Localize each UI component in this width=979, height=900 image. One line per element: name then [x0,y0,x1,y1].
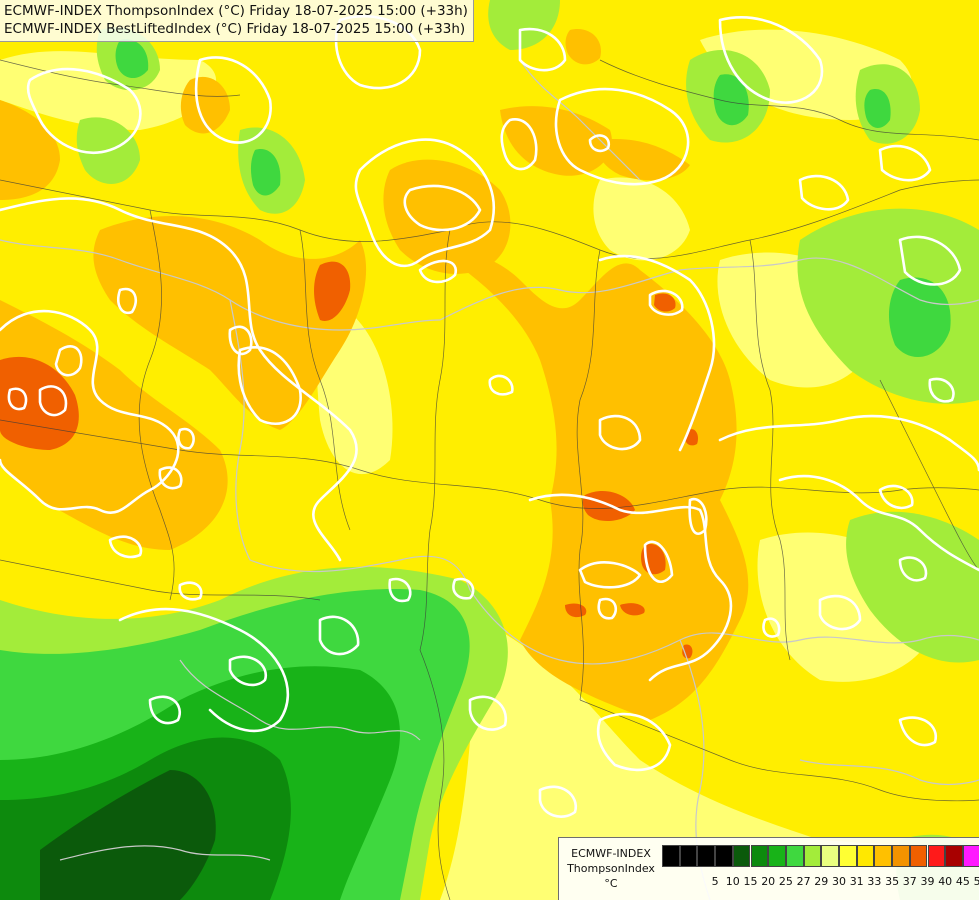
legend-swatch [821,845,839,867]
legend-tick-label: 29 [814,875,829,888]
legend-swatch [715,845,733,867]
legend-tick-label: 27 [796,875,811,888]
legend-swatch [962,845,979,867]
legend-tick-label: 39 [920,875,935,888]
legend-tick-label: 10 [725,875,740,888]
legend-tick-label: 33 [867,875,882,888]
legend-tick-label: 15 [743,875,758,888]
legend-tick-label: 5 [711,875,719,888]
legend-swatch [785,845,804,867]
legend-parameter: ThompsonIndex [567,862,655,875]
legend-swatch [750,845,769,867]
legend-swatch [909,845,928,867]
legend-title: ECMWF-INDEX ThompsonIndex °C [563,846,659,891]
legend-unit: °C [604,877,618,890]
legend-swatch [874,845,893,867]
legend-tick-label: 25 [778,875,793,888]
field-sw-darkestgreen [40,770,216,900]
field-green-patches [115,39,951,357]
legend-swatch [679,845,698,867]
legend-swatch [856,845,875,867]
legend-swatch [768,845,786,867]
legend-swatch [892,845,910,867]
legend-model: ECMWF-INDEX [571,847,651,860]
legend-tick-label: 45 [955,875,970,888]
title-best-lifted-index: ECMWF-INDEX BestLiftedIndex (°C) Friday … [4,21,466,37]
best-lifted-index-contours [0,14,979,818]
legend-swatch [732,845,751,867]
field-light-yellow [0,29,979,900]
legend-tick-label: 31 [849,875,864,888]
legend-swatch [927,845,946,867]
legend-swatch [803,845,822,867]
legend-swatch [697,845,716,867]
legend-tick-label: 50 [973,875,979,888]
legend-tick-label: 20 [761,875,776,888]
legend-tick-label: 37 [902,875,917,888]
legend-swatch [945,845,963,867]
legend-swatch [839,845,857,867]
legend-swatch [662,845,680,867]
color-legend: ECMWF-INDEX ThompsonIndex °C 5 10 15 20 25 27… [558,837,979,900]
legend-tick-label: 40 [938,875,953,888]
map-title-box: ECMWF-INDEX ThompsonIndex (°C) Friday 18… [0,0,474,42]
title-thompson-index: ECMWF-INDEX ThompsonIndex (°C) Friday 18… [4,3,468,19]
legend-tick-label: 30 [832,875,846,888]
legend-tick-label: 35 [885,875,900,888]
